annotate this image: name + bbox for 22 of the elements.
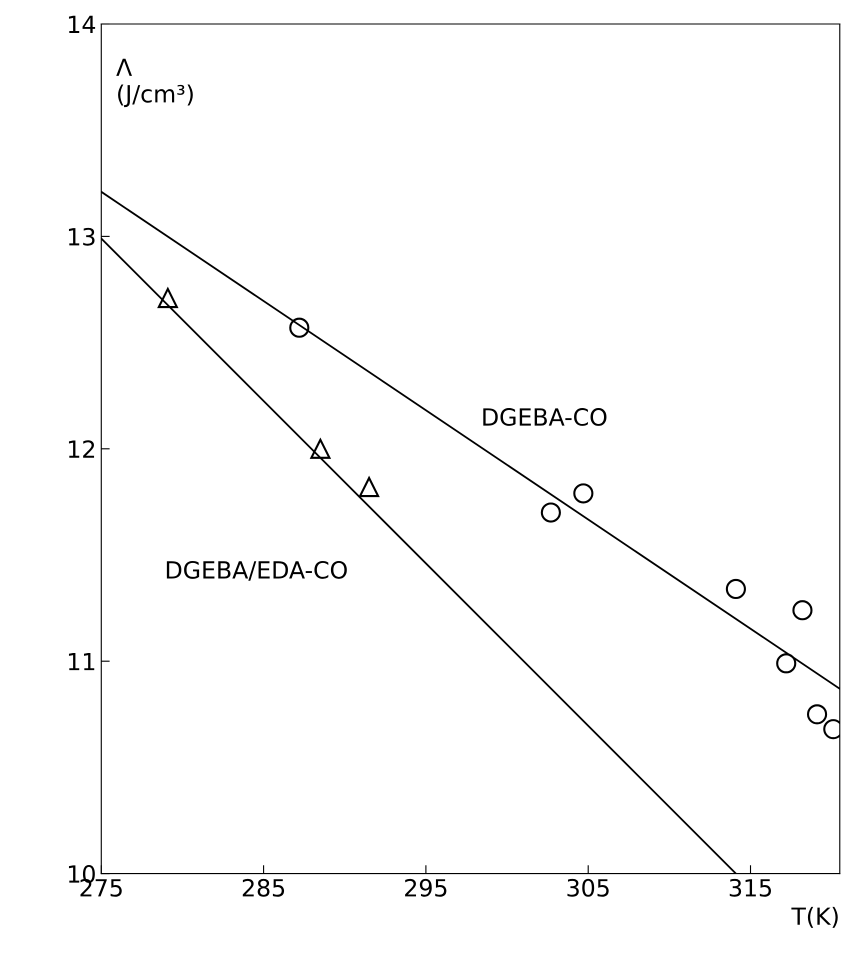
point bbox=[158, 288, 178, 308]
point bbox=[573, 483, 594, 504]
text: DGEBA/EDA-CO bbox=[166, 560, 347, 581]
y-tick-label: 12 bbox=[68, 440, 94, 458]
point bbox=[310, 438, 330, 459]
y-tick-label: 11 bbox=[68, 652, 94, 670]
x-tick-label: 285 bbox=[242, 878, 284, 897]
point bbox=[540, 502, 561, 523]
point bbox=[806, 704, 828, 724]
x-tick-label: 315 bbox=[730, 878, 771, 897]
y-tick-label: 13 bbox=[68, 228, 95, 246]
point bbox=[776, 653, 796, 674]
y-tick-label: 14 bbox=[68, 16, 96, 33]
y-axis-title: Λ (J/cm³) bbox=[116, 58, 193, 108]
point bbox=[726, 578, 746, 600]
point bbox=[289, 318, 310, 338]
x-tick-label: 305 bbox=[567, 878, 609, 897]
x-axis-title: T(K) bbox=[791, 906, 838, 928]
point bbox=[792, 600, 813, 620]
point bbox=[359, 476, 380, 498]
text: DGEBA-CO bbox=[483, 408, 606, 426]
x-tick-label: 295 bbox=[405, 878, 446, 897]
